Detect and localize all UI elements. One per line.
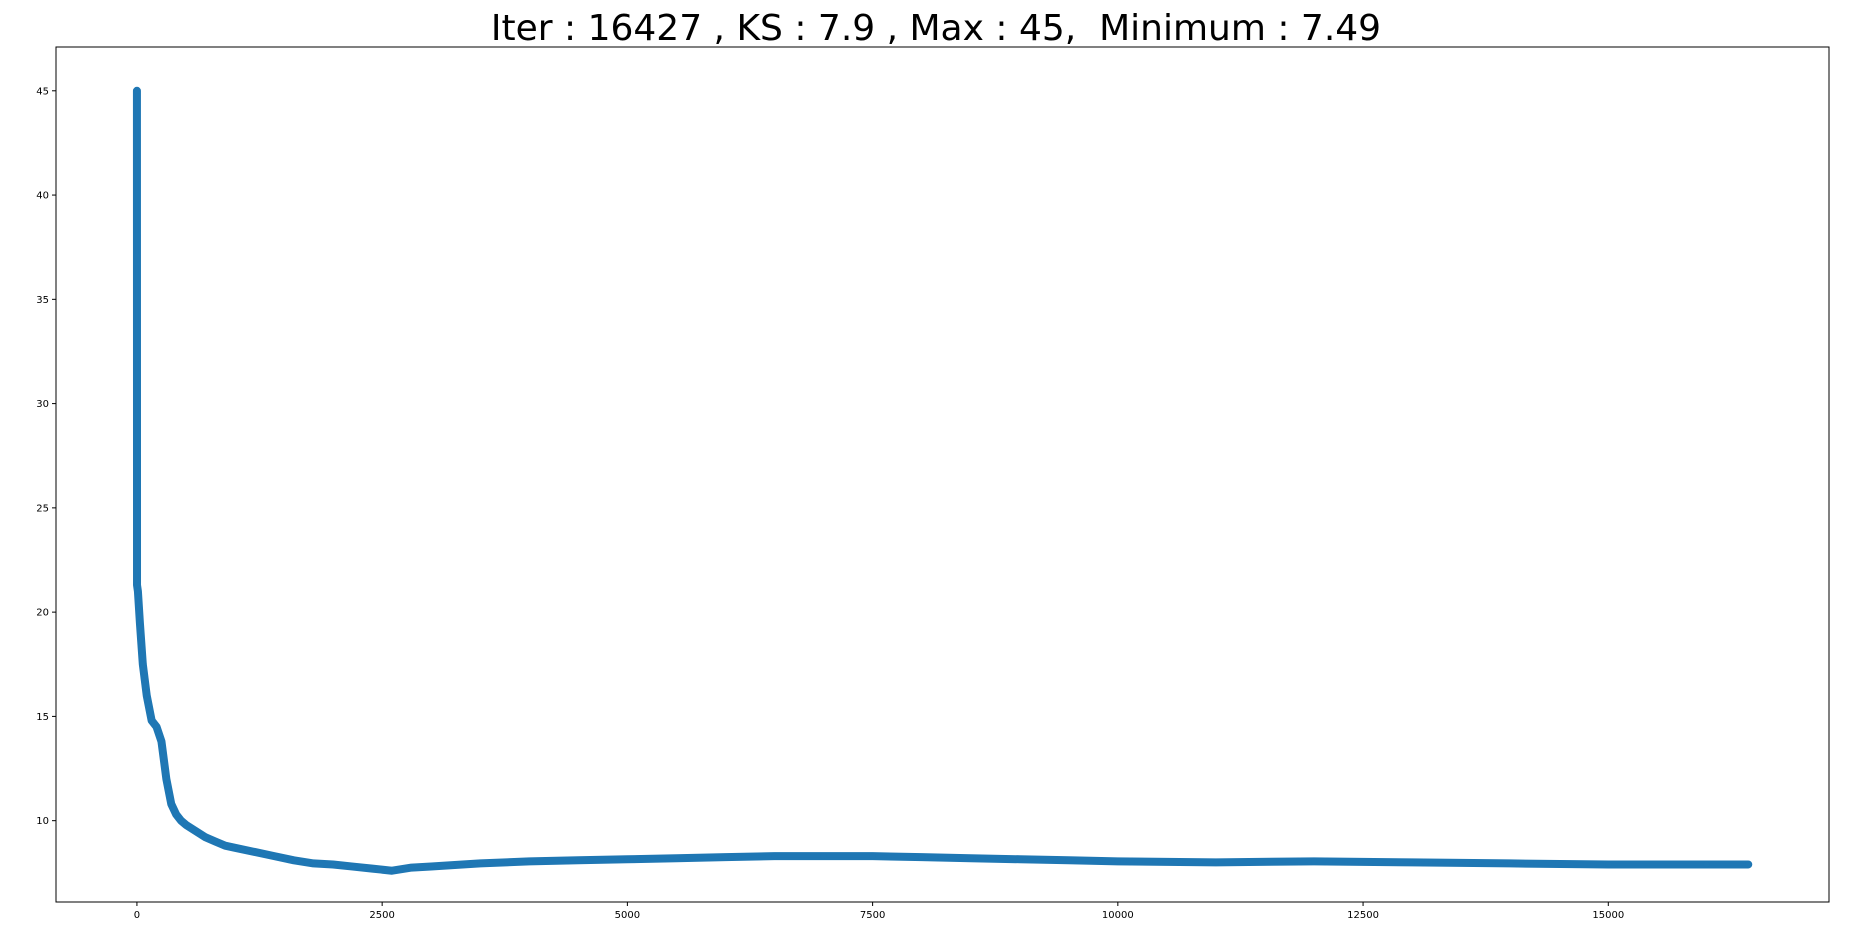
data-point bbox=[271, 853, 278, 860]
y-tick-label: 45 bbox=[36, 86, 49, 97]
data-point bbox=[163, 775, 170, 782]
data-point bbox=[388, 867, 395, 874]
data-point bbox=[1311, 858, 1318, 865]
x-tick-label: 15000 bbox=[1592, 910, 1624, 921]
data-point bbox=[310, 860, 317, 867]
series-line bbox=[135, 90, 1749, 872]
data-point bbox=[136, 619, 143, 626]
data-point bbox=[820, 853, 827, 860]
data-point bbox=[173, 811, 180, 818]
data-point bbox=[232, 844, 239, 851]
x-tick-label: 5000 bbox=[615, 910, 640, 921]
data-point bbox=[575, 857, 582, 864]
data-point bbox=[477, 860, 484, 867]
series-layer bbox=[132, 86, 1753, 875]
data-point bbox=[251, 848, 258, 855]
y-tick-label: 10 bbox=[36, 816, 49, 827]
data-point bbox=[148, 717, 155, 724]
x-tick-label: 10000 bbox=[1102, 910, 1134, 921]
data-point bbox=[153, 723, 160, 730]
data-point bbox=[158, 738, 165, 745]
data-point bbox=[290, 857, 297, 864]
x-tick-label: 0 bbox=[134, 910, 140, 921]
data-point bbox=[168, 800, 175, 807]
data-point bbox=[133, 87, 140, 94]
data-point bbox=[722, 854, 729, 861]
data-point bbox=[1703, 861, 1710, 868]
data-point bbox=[202, 834, 209, 841]
data-point bbox=[918, 854, 925, 861]
axes-border bbox=[55, 46, 1830, 903]
data-point bbox=[134, 582, 141, 589]
y-tick-label: 25 bbox=[36, 503, 49, 514]
x-axis: 0 2500 5000 7500 10000 12500 15000 bbox=[134, 902, 1624, 921]
x-tick-label: 7500 bbox=[860, 910, 885, 921]
data-point bbox=[1114, 858, 1121, 865]
data-point bbox=[1065, 857, 1072, 864]
y-tick-label: 20 bbox=[36, 608, 49, 619]
data-point bbox=[1745, 861, 1752, 868]
data-point bbox=[134, 588, 141, 595]
data-point bbox=[369, 865, 376, 872]
chart-title: Iter : 16427 , KS : 7.9 , Max : 45, Mini… bbox=[490, 8, 1382, 49]
data-point bbox=[1212, 859, 1219, 866]
data-point bbox=[1507, 860, 1514, 867]
data-point bbox=[212, 838, 219, 845]
data-point bbox=[408, 864, 415, 871]
data-point bbox=[967, 855, 974, 862]
series-line-band bbox=[132, 86, 1753, 875]
data-point bbox=[624, 856, 631, 863]
y-tick-label: 30 bbox=[36, 399, 49, 410]
data-point bbox=[349, 863, 356, 870]
data-point bbox=[182, 821, 189, 828]
data-point bbox=[178, 817, 185, 824]
data-point bbox=[869, 853, 876, 860]
data-point bbox=[428, 863, 435, 870]
y-axis: 10 15 20 25 30 35 40 45 bbox=[36, 86, 56, 827]
data-point bbox=[1409, 859, 1416, 866]
y-tick-label: 40 bbox=[36, 191, 49, 202]
axes-frame bbox=[55, 46, 1830, 903]
y-tick-label: 35 bbox=[36, 295, 49, 306]
data-point bbox=[673, 855, 680, 862]
data-point bbox=[771, 853, 778, 860]
data-point bbox=[222, 842, 229, 849]
data-point bbox=[143, 692, 150, 699]
data-point bbox=[139, 661, 146, 668]
x-tick-label: 2500 bbox=[369, 910, 394, 921]
data-point bbox=[192, 828, 199, 835]
data-point bbox=[1016, 856, 1023, 863]
data-point bbox=[1605, 861, 1612, 868]
data-point bbox=[526, 858, 533, 865]
x-tick-label: 12500 bbox=[1347, 910, 1379, 921]
y-tick-label: 15 bbox=[36, 712, 49, 723]
data-point bbox=[330, 861, 337, 868]
